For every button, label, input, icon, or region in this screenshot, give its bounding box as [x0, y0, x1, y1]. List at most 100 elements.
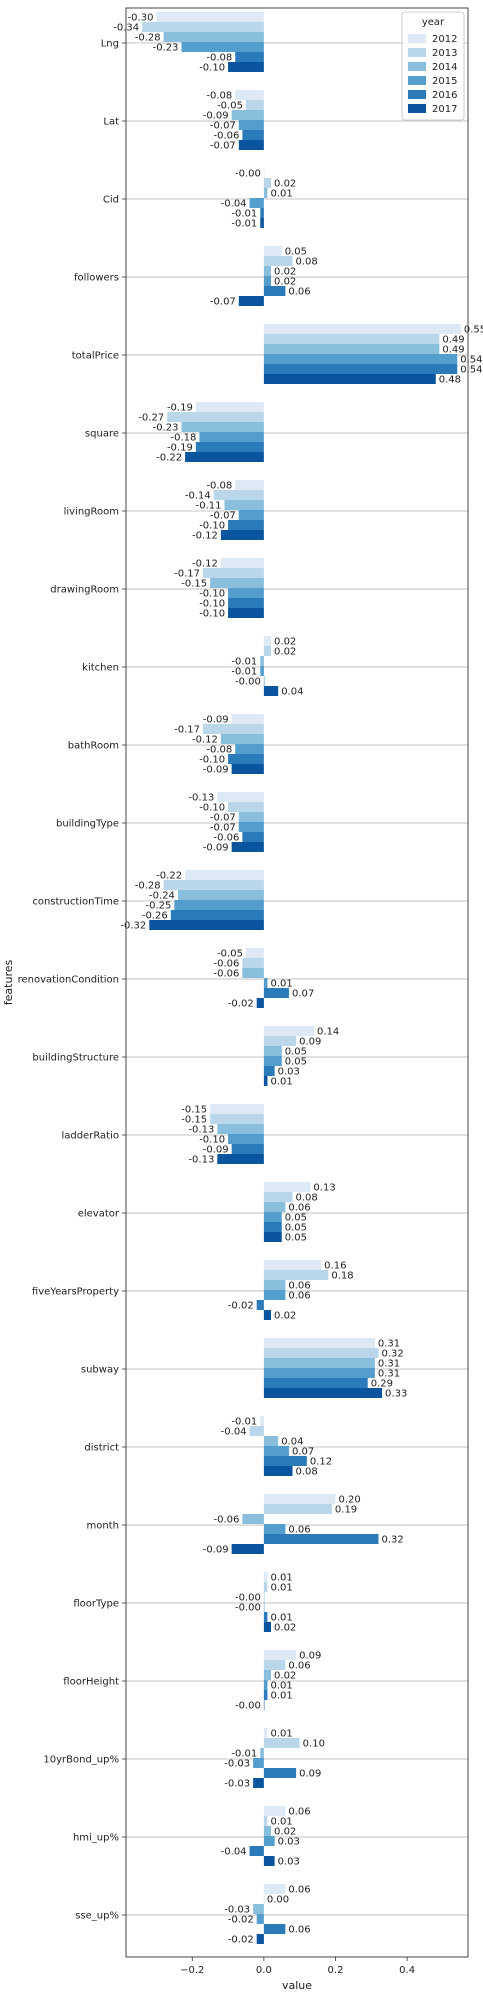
bar-2012: [263, 1182, 311, 1192]
data-label: -0.10: [199, 589, 225, 600]
bar-2013: [202, 568, 264, 578]
bar-2017: [263, 1076, 268, 1086]
data-label: -0.02: [228, 1915, 254, 1926]
bar-2017: [256, 998, 264, 1008]
data-label: 0.01: [270, 979, 292, 990]
data-label: -0.07: [210, 511, 236, 522]
y-axis-label: features: [2, 960, 15, 1006]
data-labels: -0.30-0.34-0.28-0.23-0.08-0.10-0.08-0.05…: [113, 13, 483, 1946]
bar-2013: [263, 1582, 268, 1592]
y-axis: Lng Lat Cid followers totalPrice square living…: [18, 39, 126, 1922]
bar-2014: [263, 1670, 272, 1680]
bar-2015: [263, 978, 268, 988]
data-label: -0.01: [231, 1417, 257, 1428]
data-label: 0.07: [292, 989, 314, 1000]
bar-2014: [263, 1202, 286, 1212]
bar-2012: [220, 558, 264, 568]
data-label: 0.49: [442, 335, 464, 346]
bar-2014: [263, 1592, 265, 1602]
bar-2015: [263, 1446, 289, 1456]
y-tick-label: constructionTime: [32, 897, 119, 908]
x-tick-label: 0.0: [256, 1965, 272, 1976]
data-label: -0.09: [203, 765, 229, 776]
data-label: 0.01: [270, 1077, 292, 1088]
y-tick-label: buildingStructure: [32, 1053, 119, 1064]
legend-label-2016: 2016: [432, 90, 457, 101]
bar-2015: [181, 42, 264, 52]
data-label: 0.08: [296, 1467, 318, 1478]
bar-2013: [263, 1738, 300, 1748]
bar-2016: [228, 598, 264, 608]
data-label: 0.31: [378, 1369, 400, 1380]
bar-2017: [263, 1388, 383, 1398]
data-label: -0.01: [231, 657, 257, 668]
data-label: -0.10: [199, 609, 225, 620]
data-label: -0.09: [203, 843, 229, 854]
data-label: -0.01: [231, 667, 257, 678]
x-axis-label: value: [282, 1979, 312, 1992]
data-label: 0.02: [274, 267, 296, 278]
bar-2017: [220, 530, 264, 540]
bar-2013: [249, 1426, 264, 1436]
x-tick-label: 0.2: [328, 1965, 344, 1976]
bar-2012: [245, 948, 264, 958]
bar-2014: [231, 110, 264, 120]
bar-2016: [263, 1456, 307, 1466]
y-tick-label: followers: [74, 273, 119, 284]
data-label: -0.09: [203, 1545, 229, 1556]
bar-2017: [263, 1856, 275, 1866]
y-tick-label: elevator: [78, 1209, 120, 1220]
data-label: -0.02: [228, 999, 254, 1010]
data-label: -0.00: [235, 1701, 261, 1712]
bar-2013: [263, 1036, 297, 1046]
bar-2012: [263, 1650, 297, 1660]
data-label: -0.13: [188, 1125, 214, 1136]
data-label: -0.03: [224, 1905, 250, 1916]
bar-2017: [231, 842, 264, 852]
legend-swatch-2017: [408, 104, 426, 113]
data-label: 0.31: [378, 1339, 400, 1350]
data-label: 0.01: [270, 1817, 292, 1828]
bar-2014: [260, 656, 264, 666]
data-label: 0.00: [267, 1895, 289, 1906]
bar-2012: [263, 636, 272, 646]
data-label: 0.06: [288, 1281, 310, 1292]
data-label: -0.22: [156, 453, 182, 464]
data-label: 0.05: [285, 1223, 307, 1234]
bar-2016: [263, 676, 265, 686]
data-label: 0.03: [278, 1837, 300, 1848]
data-label: 0.48: [439, 375, 461, 386]
plot-frame: [125, 7, 469, 1958]
data-label: -0.03: [224, 1779, 250, 1790]
bar-2016: [242, 130, 264, 140]
bar-2013: [245, 100, 264, 110]
data-label: -0.17: [174, 569, 200, 580]
bar-2015: [249, 198, 264, 208]
bar-2014: [263, 1046, 282, 1056]
legend-swatch-2015: [408, 76, 426, 85]
data-label: 0.19: [335, 1505, 357, 1516]
data-label: 0.32: [381, 1535, 403, 1546]
bar-2015: [263, 1524, 286, 1534]
bar-2017: [263, 1232, 282, 1242]
y-tick-label: month: [87, 1521, 119, 1532]
y-tick-label: kitchen: [82, 663, 119, 674]
bar-2012: [263, 1884, 286, 1894]
data-label: -0.08: [206, 745, 232, 756]
data-label: 0.55: [464, 325, 483, 336]
bar-2015: [238, 120, 264, 130]
legend-title: year: [422, 17, 445, 28]
data-label: -0.19: [167, 403, 193, 414]
bar-2017: [238, 296, 264, 306]
bar-2014: [163, 32, 264, 42]
data-label: 0.12: [310, 1457, 332, 1468]
bar-2013: [167, 412, 264, 422]
data-label: -0.09: [203, 1145, 229, 1156]
data-label: -0.06: [214, 959, 240, 970]
data-label: 0.09: [299, 1037, 321, 1048]
y-tick-label: sse_up%: [75, 1911, 119, 1922]
bar-2014: [263, 344, 440, 354]
bar-2013: [210, 1114, 264, 1124]
legend-label-2015: 2015: [432, 76, 457, 87]
bar-2015: [238, 510, 264, 520]
